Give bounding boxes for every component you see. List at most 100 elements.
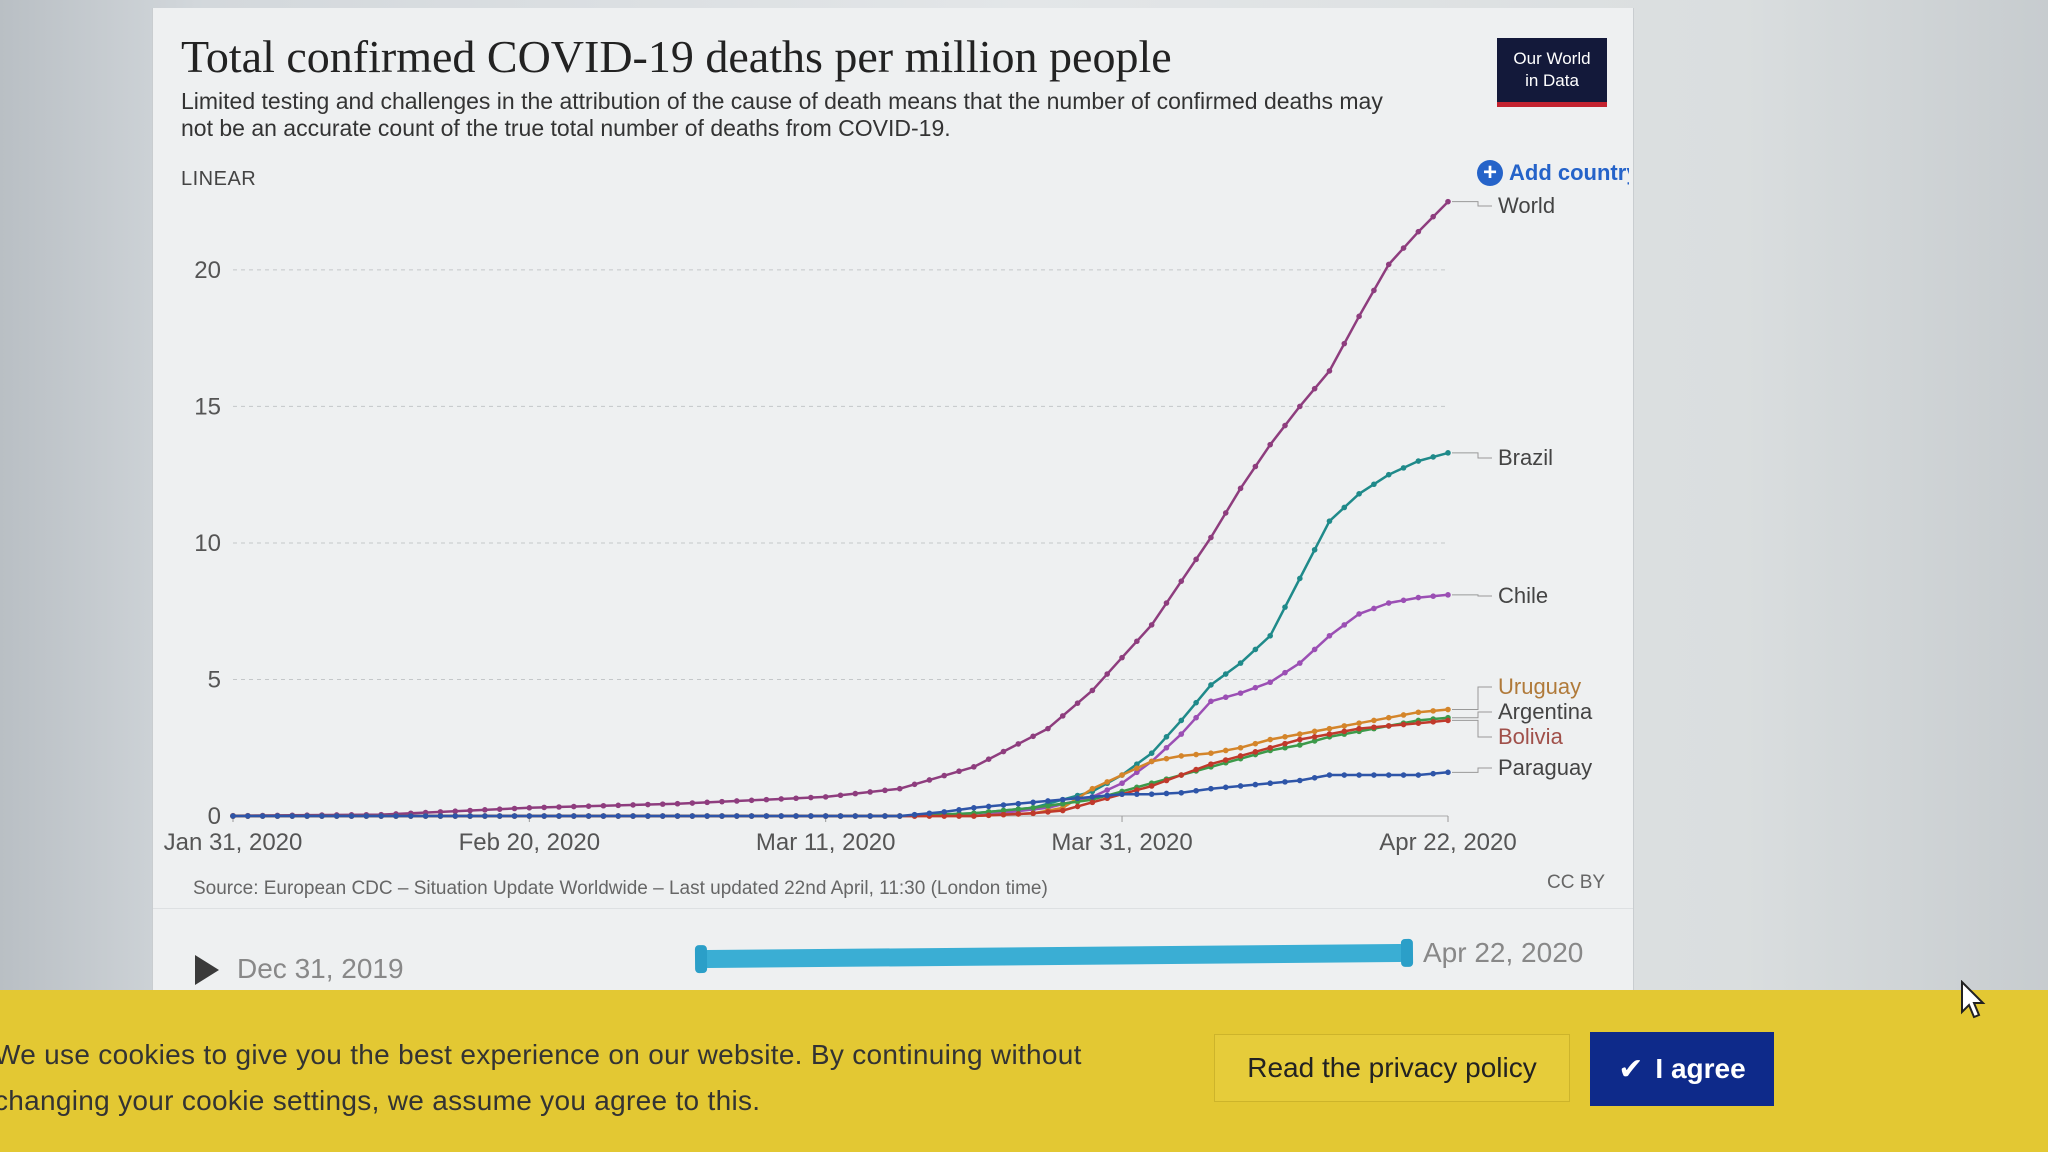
data-point-world <box>1267 441 1273 448</box>
timeline-start-handle[interactable] <box>694 945 708 974</box>
data-point-chile <box>1430 593 1436 599</box>
data-point-paraguay <box>1059 796 1066 803</box>
data-point-paraguay <box>1341 772 1348 778</box>
series-line-uruguay <box>233 708 1449 818</box>
timeline-slider[interactable] <box>694 938 1414 974</box>
data-point-uruguay <box>1178 753 1185 759</box>
chart-subtitle: Limited testing and challenges in the at… <box>181 88 1383 141</box>
agree-button[interactable]: ✔ I agree <box>1590 1032 1774 1106</box>
data-point-paraguay <box>971 805 977 811</box>
data-point-uruguay <box>1371 717 1377 724</box>
data-point-world <box>1030 733 1036 740</box>
owid-logo[interactable]: Our World in Data <box>1497 38 1607 107</box>
data-point-world <box>1445 198 1451 205</box>
data-point-argentina <box>1297 742 1303 748</box>
data-point-bolivia <box>1000 811 1007 818</box>
data-point-paraguay <box>556 813 562 819</box>
data-point-brazil <box>1178 717 1185 724</box>
data-point-world <box>1134 638 1140 645</box>
play-icon[interactable] <box>195 955 219 985</box>
data-point-world <box>808 794 814 801</box>
y-tick-label: 15 <box>194 393 221 420</box>
data-point-world <box>496 806 503 812</box>
x-tick-label: Mar 11, 2020 <box>756 829 896 856</box>
data-point-world <box>1015 741 1022 747</box>
series-label-chile: Chile <box>1498 583 1548 608</box>
data-point-paraguay <box>230 813 236 819</box>
y-tick-label: 20 <box>194 257 221 284</box>
data-point-bolivia <box>1297 736 1303 743</box>
data-point-paraguay <box>822 813 829 819</box>
data-point-world <box>778 796 785 802</box>
data-point-world <box>1341 340 1348 347</box>
data-point-argentina <box>1059 800 1066 807</box>
data-point-chile <box>1163 744 1170 751</box>
data-point-world <box>674 800 681 807</box>
data-point-paraguay <box>437 813 444 819</box>
data-point-uruguay <box>1252 740 1259 747</box>
mouse-cursor-icon <box>1961 980 1986 1019</box>
data-point-paraguay <box>867 813 873 819</box>
data-point-world <box>1119 654 1125 661</box>
add-country-button[interactable]: + Add country <box>1477 160 1629 186</box>
line-chart[interactable]: 0 5 10 15 20 Jan 31, 2020 Feb 20, 2020 Mar 11, … <box>153 8 1633 908</box>
data-point-world <box>437 809 444 815</box>
data-point-paraguay <box>1148 791 1155 797</box>
data-point-brazil <box>1341 504 1348 511</box>
legend-connector <box>1452 686 1492 711</box>
series-line-brazil <box>233 451 1449 818</box>
data-point-paraguay <box>333 813 340 819</box>
data-point-paraguay <box>526 813 533 819</box>
data-point-paraguay <box>393 813 399 819</box>
data-point-uruguay <box>1430 708 1436 714</box>
x-tick-label: Feb 20, 2020 <box>459 829 600 856</box>
data-point-paraguay <box>615 813 622 819</box>
data-point-brazil <box>1297 575 1303 582</box>
data-point-world <box>600 802 607 809</box>
data-point-paraguay <box>1208 785 1214 792</box>
data-point-paraguay <box>496 813 503 819</box>
data-point-paraguay <box>1385 772 1392 778</box>
data-point-paraguay <box>882 813 888 819</box>
timeline-end-handle[interactable] <box>1400 938 1414 967</box>
legend-connector <box>1452 594 1492 597</box>
data-point-uruguay <box>1400 712 1407 718</box>
data-point-paraguay <box>793 813 799 819</box>
data-point-uruguay <box>1089 785 1096 792</box>
privacy-policy-button[interactable]: Read the privacy policy <box>1214 1034 1570 1102</box>
data-point-world <box>511 805 518 812</box>
data-point-paraguay <box>452 813 459 819</box>
data-point-uruguay <box>1208 750 1214 756</box>
data-point-chile <box>1371 605 1377 612</box>
scale-toggle[interactable]: LINEAR <box>181 168 257 190</box>
data-point-paraguay <box>408 813 414 819</box>
legend-connector <box>1452 711 1492 719</box>
data-point-world <box>1059 713 1066 719</box>
data-point-paraguay <box>1252 781 1259 788</box>
data-point-bolivia <box>1178 772 1185 778</box>
data-point-paraguay <box>541 813 547 819</box>
data-point-bolivia <box>1430 719 1436 725</box>
data-point-paraguay <box>659 813 666 819</box>
x-tick-label: Mar 31, 2020 <box>1051 829 1192 856</box>
license-link[interactable]: CC BY <box>1547 872 1606 893</box>
data-point-paraguay <box>1222 784 1229 791</box>
data-point-uruguay <box>1134 765 1140 772</box>
data-point-world <box>822 794 829 800</box>
data-point-chile <box>1193 714 1199 721</box>
data-point-uruguay <box>1297 731 1303 737</box>
data-point-paraguay <box>1445 769 1451 776</box>
data-point-world <box>926 777 933 783</box>
data-point-paraguay <box>1356 772 1362 778</box>
data-point-paraguay <box>259 813 266 819</box>
data-point-world <box>1148 622 1155 628</box>
data-point-chile <box>1222 694 1229 701</box>
data-point-bolivia <box>1015 811 1022 817</box>
data-point-world <box>630 802 636 808</box>
data-point-paraguay <box>1400 772 1407 778</box>
data-point-argentina <box>1282 744 1288 751</box>
data-point-paraguay <box>1371 772 1377 778</box>
data-point-brazil <box>1163 734 1170 740</box>
series-label-brazil: Brazil <box>1498 445 1553 470</box>
data-point-bolivia <box>1385 723 1392 729</box>
